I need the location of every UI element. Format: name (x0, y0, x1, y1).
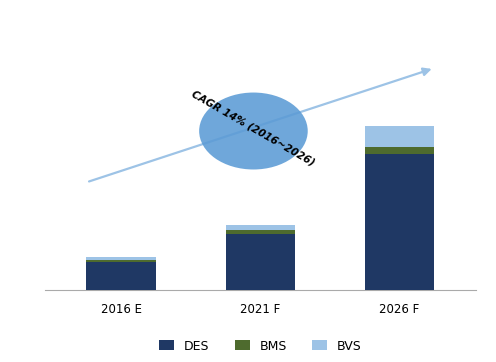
Ellipse shape (199, 93, 308, 169)
Bar (226, 225, 295, 230)
Bar (226, 230, 295, 233)
Bar (365, 126, 434, 147)
Legend: DES, BMS, BVS: DES, BMS, BVS (159, 340, 362, 353)
Bar (86, 262, 156, 290)
Text: India Coronary Stents Market, Revenue (US$ Mn) by Product Type, 2016, 2021 & 202: India Coronary Stents Market, Revenue (U… (5, 16, 491, 26)
Bar (86, 260, 156, 262)
Bar (226, 233, 295, 290)
Bar (365, 147, 434, 154)
Bar (365, 154, 434, 290)
Text: CAGR 14% (2016~2026): CAGR 14% (2016~2026) (190, 89, 317, 168)
Bar (86, 257, 156, 260)
